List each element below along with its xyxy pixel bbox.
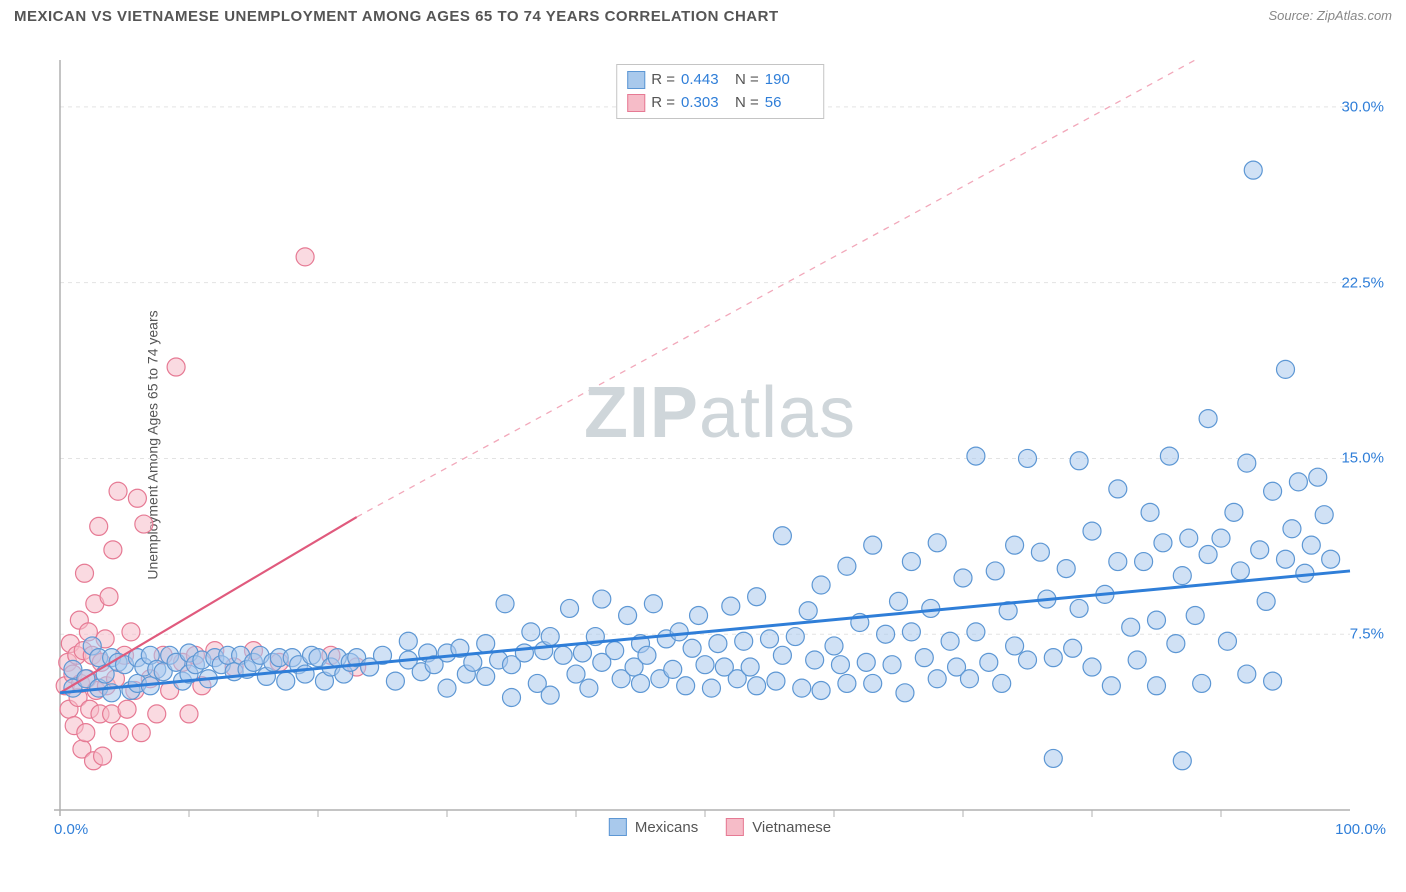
swatch-vietnamese [726,818,744,836]
swatch-mexicans [627,71,645,89]
legend-mexicans-N: 190 [765,69,813,92]
y-tick-label: 30.0% [1341,98,1384,115]
legend-label-vietnamese: Vietnamese [752,819,831,836]
legend-N-label: N = [735,92,759,115]
legend-item-mexicans: Mexicans [609,818,698,836]
legend-stats-row-mexicans: R = 0.443 N = 190 [627,69,813,92]
x-axis-max: 100.0% [1335,821,1386,838]
legend-item-vietnamese: Vietnamese [726,818,831,836]
x-axis-min: 0.0% [54,821,88,838]
y-tick-label: 15.0% [1341,450,1384,467]
legend-vietnamese-N: 56 [765,92,813,115]
legend-series: Mexicans Vietnamese [609,818,831,836]
source-label: Source: ZipAtlas.com [1268,8,1392,23]
swatch-vietnamese [627,94,645,112]
legend-N-label: N = [735,69,759,92]
y-tick-label: 22.5% [1341,274,1384,291]
legend-vietnamese-R: 0.303 [681,92,729,115]
scatter-svg [50,50,1390,840]
plot-area: Unemployment Among Ages 65 to 74 years Z… [50,50,1390,840]
legend-stats: R = 0.443 N = 190 R = 0.303 N = 56 [616,64,824,119]
legend-label-mexicans: Mexicans [635,819,698,836]
y-tick-label: 7.5% [1350,626,1384,643]
legend-R-label: R = [651,92,675,115]
legend-R-label: R = [651,69,675,92]
swatch-mexicans [609,818,627,836]
legend-mexicans-R: 0.443 [681,69,729,92]
chart-title: MEXICAN VS VIETNAMESE UNEMPLOYMENT AMONG… [14,8,779,25]
legend-stats-row-vietnamese: R = 0.303 N = 56 [627,92,813,115]
